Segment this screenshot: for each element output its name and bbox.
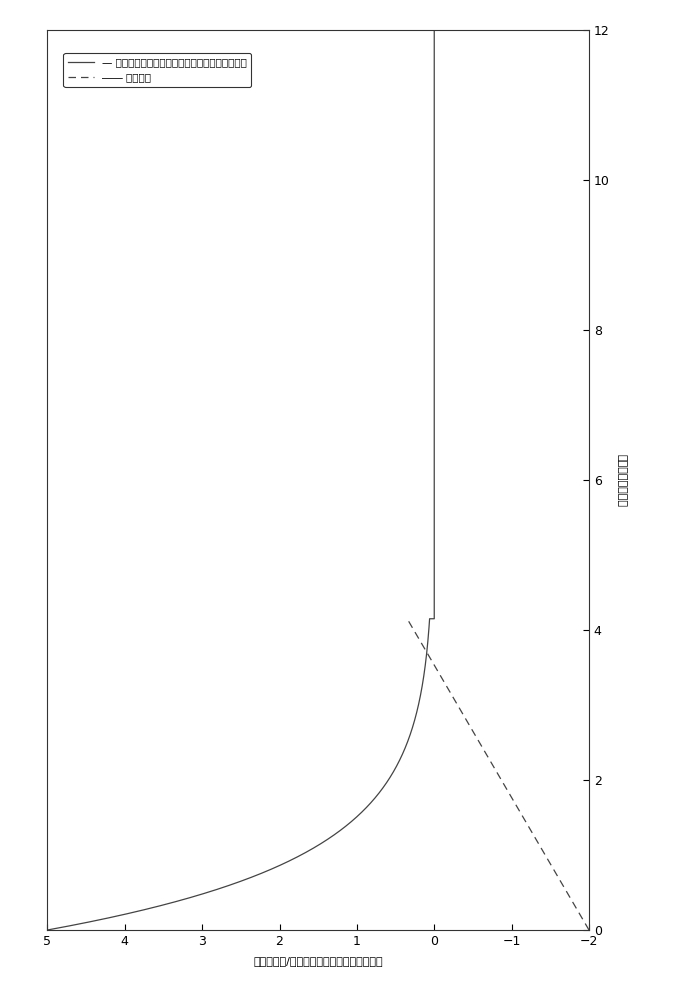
Y-axis label: 时间（单位：秒）: 时间（单位：秒）	[616, 454, 626, 506]
Legend: — 稳态误差消除后系统输入（中央空调控制系统）, ―― 稳态误差: — 稳态误差消除后系统输入（中央空调控制系统）, ―― 稳态误差	[64, 53, 251, 87]
X-axis label: （单位：度/秒）温差变化率与温度误差变化: （单位：度/秒）温差变化率与温度误差变化	[253, 956, 383, 966]
